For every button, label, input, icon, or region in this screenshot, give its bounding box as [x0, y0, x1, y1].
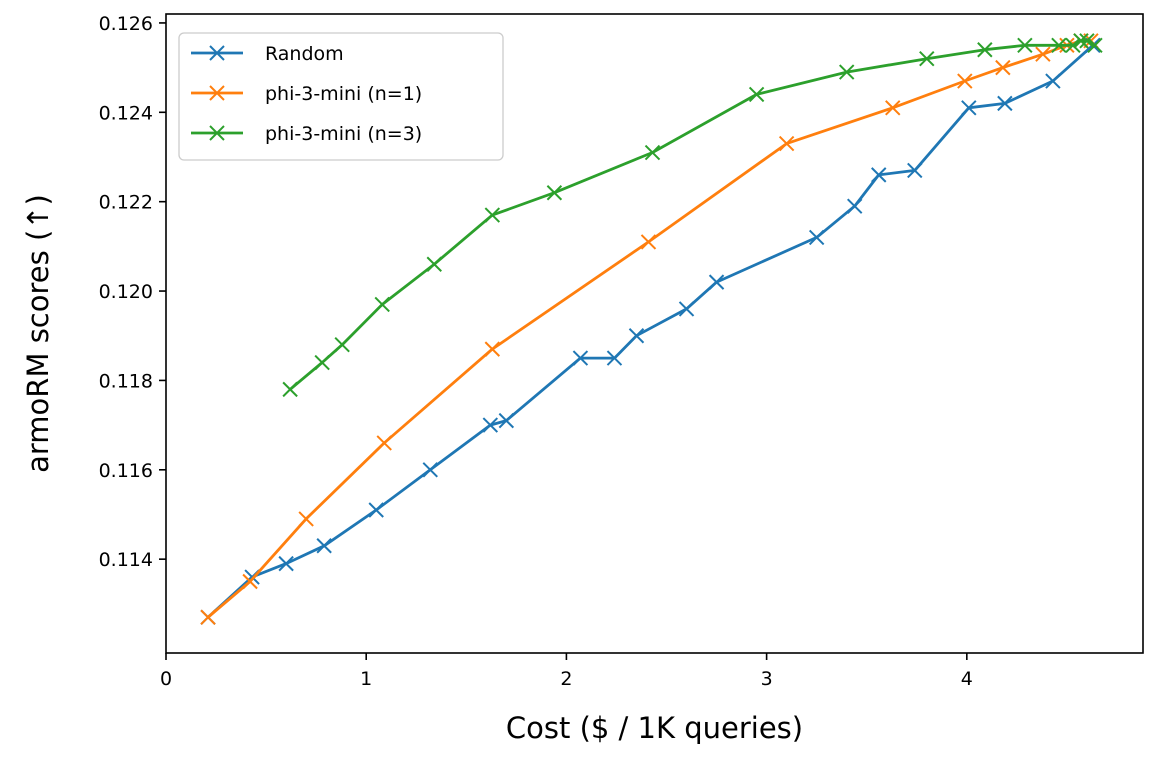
x-tick-label: 4 [961, 668, 973, 690]
data-point [961, 100, 977, 116]
data-point [1051, 37, 1067, 53]
data-point [1073, 33, 1089, 49]
data-point [314, 354, 330, 371]
data-point [1065, 37, 1081, 53]
data-point [546, 185, 563, 201]
series-0 [200, 37, 1101, 625]
legend-label: Random [265, 43, 344, 65]
data-point [368, 502, 384, 518]
y-tick-label: 0.124 [99, 102, 153, 124]
data-point [957, 73, 973, 89]
data-point [748, 86, 765, 103]
data-point [298, 511, 314, 527]
axes: 0 1 2 3 4 0.114 0.116 0.118 0.120 0.122 0.124 0.126 [99, 13, 1144, 690]
data-point [1079, 33, 1095, 49]
x-axis-title: Cost ($ / 1K queries) [506, 711, 803, 745]
data-point [678, 301, 695, 317]
y-tick-label: 0.116 [99, 460, 153, 482]
data-point [572, 350, 589, 366]
data-point [778, 135, 795, 152]
data-point [422, 462, 438, 478]
y-tick-label: 0.120 [99, 281, 153, 303]
plot-area [200, 33, 1103, 625]
legend-label: phi-3-mini (n=1) [265, 83, 422, 105]
data-point [808, 229, 825, 246]
legend-entry: phi-3-mini (n=1) [191, 83, 422, 105]
data-point [200, 609, 216, 625]
plot-frame [165, 13, 1144, 654]
legend-marker [209, 125, 225, 141]
x-tick-label: 0 [160, 668, 172, 690]
data-point [1035, 46, 1051, 62]
legend-entry: phi-3-mini (n=3) [191, 123, 422, 145]
data-point [919, 50, 935, 67]
series-line [206, 39, 1093, 619]
data-point [907, 162, 923, 179]
data-point [242, 573, 258, 590]
data-point [278, 555, 294, 572]
data-point [628, 328, 645, 344]
data-point [374, 296, 390, 313]
series-2 [282, 33, 1103, 398]
data-point [334, 336, 350, 353]
y-axis-title: armoRM scores (↑) [21, 194, 55, 473]
data-point [376, 435, 392, 451]
legend-entry: Random [191, 43, 344, 65]
data-point [482, 417, 499, 433]
y-tick-label: 0.122 [99, 192, 153, 214]
legend: Random phi-3-mini (n=1) phi-3-mini (n=3) [178, 32, 504, 161]
data-point [995, 59, 1011, 76]
legend-marker [209, 85, 225, 101]
x-tick-label: 1 [360, 668, 372, 690]
data-point [498, 412, 515, 429]
y-tick-label: 0.126 [99, 13, 153, 35]
data-point [640, 234, 657, 250]
x-tick-label: 2 [560, 668, 572, 690]
data-point [838, 64, 855, 80]
legend-label: phi-3-mini (n=3) [265, 123, 422, 145]
data-point [977, 42, 993, 58]
data-point [484, 341, 501, 357]
legend-marker [209, 45, 225, 61]
data-point [316, 538, 332, 554]
data-point [484, 207, 501, 223]
y-tick-label: 0.114 [99, 549, 153, 571]
data-point [644, 144, 661, 161]
data-point [426, 256, 442, 272]
data-point [846, 198, 863, 214]
data-point [282, 381, 298, 398]
data-point [1087, 37, 1103, 53]
data-point [871, 167, 887, 183]
data-point [1045, 73, 1061, 89]
data-point [997, 95, 1013, 112]
y-tick-label: 0.118 [99, 370, 153, 392]
x-tick-label: 3 [761, 668, 773, 690]
data-point [885, 100, 901, 116]
legend-box [178, 32, 504, 161]
data-point [708, 274, 725, 290]
data-point [1017, 37, 1033, 53]
data-point [606, 350, 623, 366]
